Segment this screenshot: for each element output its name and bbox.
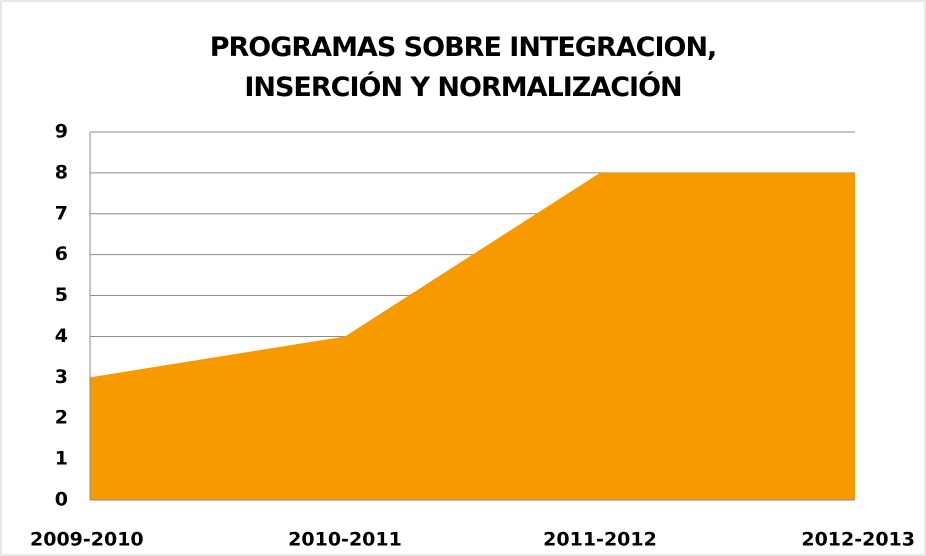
y-tick-label: 9 xyxy=(55,121,68,143)
y-tick-label: 5 xyxy=(55,284,68,306)
y-tick-label: 8 xyxy=(55,161,68,183)
y-tick-label: 4 xyxy=(55,325,68,347)
x-tick-label: 2009-2010 xyxy=(30,529,144,551)
y-tick-label: 0 xyxy=(55,489,68,511)
x-tick-label: 2011-2012 xyxy=(543,529,657,551)
x-tick-label: 2012-2013 xyxy=(801,529,915,551)
chart-title: PROGRAMAS SOBRE INTEGRACION, INSERCIÓN Y… xyxy=(209,32,718,103)
y-tick-label: 2 xyxy=(55,407,68,429)
x-tick-label: 2010-2011 xyxy=(288,529,402,551)
y-tick-label: 6 xyxy=(55,243,68,265)
y-tick-label: 1 xyxy=(55,448,68,470)
y-tick-label: 3 xyxy=(55,366,68,388)
y-tick-label: 7 xyxy=(55,202,68,224)
area xyxy=(90,172,855,500)
